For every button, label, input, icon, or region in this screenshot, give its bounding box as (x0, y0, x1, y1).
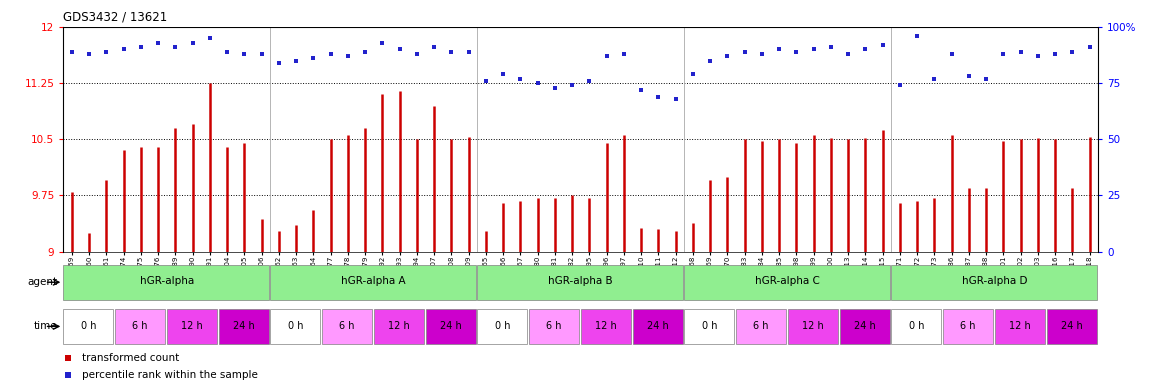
Text: agent: agent (28, 277, 58, 287)
Bar (477, 309, 527, 344)
Text: percentile rank within the sample: percentile rank within the sample (82, 370, 258, 381)
Text: hGR-alpha A: hGR-alpha A (342, 276, 406, 286)
Text: 12 h: 12 h (802, 321, 823, 331)
Text: hGR-alpha D: hGR-alpha D (963, 276, 1027, 286)
Text: GDS3432 / 13621: GDS3432 / 13621 (63, 10, 168, 23)
Text: hGR-alpha: hGR-alpha (139, 276, 194, 286)
Bar (736, 309, 787, 344)
Text: 12 h: 12 h (388, 321, 409, 331)
Text: 12 h: 12 h (595, 321, 616, 331)
Text: 24 h: 24 h (646, 321, 668, 331)
Text: 0 h: 0 h (494, 321, 509, 331)
Bar (995, 309, 1045, 344)
Bar (632, 309, 683, 344)
Bar (891, 265, 1097, 300)
Text: 6 h: 6 h (546, 321, 561, 331)
Text: 24 h: 24 h (232, 321, 254, 331)
Text: hGR-alpha B: hGR-alpha B (549, 276, 613, 286)
Text: 0 h: 0 h (908, 321, 923, 331)
Text: 0 h: 0 h (288, 321, 302, 331)
Text: time: time (33, 321, 58, 331)
Text: 0 h: 0 h (702, 321, 716, 331)
Text: transformed count: transformed count (82, 353, 179, 363)
Bar (167, 309, 216, 344)
Text: 6 h: 6 h (753, 321, 768, 331)
Text: 12 h: 12 h (1009, 321, 1030, 331)
Bar (684, 309, 734, 344)
Text: 24 h: 24 h (439, 321, 461, 331)
Bar (581, 309, 630, 344)
Text: 6 h: 6 h (132, 321, 147, 331)
Bar (891, 309, 941, 344)
Bar (270, 265, 476, 300)
Bar (529, 309, 578, 344)
Bar (840, 309, 890, 344)
Bar (322, 309, 373, 344)
Bar (684, 265, 890, 300)
Bar (788, 309, 837, 344)
Bar (115, 309, 166, 344)
Text: 24 h: 24 h (853, 321, 875, 331)
Bar (426, 309, 476, 344)
Bar (477, 265, 683, 300)
Text: 6 h: 6 h (339, 321, 354, 331)
Text: 24 h: 24 h (1060, 321, 1082, 331)
Bar (218, 309, 268, 344)
Text: 0 h: 0 h (81, 321, 95, 331)
Bar (63, 309, 113, 344)
Bar (374, 309, 423, 344)
Bar (1046, 309, 1097, 344)
Bar (63, 265, 268, 300)
Text: 12 h: 12 h (181, 321, 202, 331)
Bar (270, 309, 320, 344)
Bar (943, 309, 994, 344)
Text: hGR-alpha C: hGR-alpha C (756, 276, 820, 286)
Text: 6 h: 6 h (960, 321, 975, 331)
